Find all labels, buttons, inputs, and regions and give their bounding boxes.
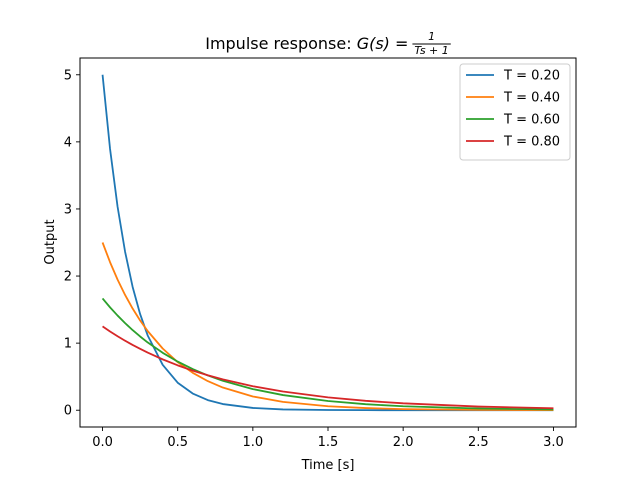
legend-label-2: T = 0.60 [503,113,560,128]
x-tick-label: 1.0 [243,435,264,450]
chart-title-denominator: Ts + 1 [414,44,448,57]
y-ticks: 0 1 2 3 4 5 [64,68,80,419]
x-axis-label: Time [s] [301,458,355,473]
chart-title-numerator: 1 [428,30,435,43]
series-line-2 [101,297,554,411]
series-line-3 [102,325,554,410]
y-tick-label: 4 [64,135,72,150]
y-axis-label: Output [43,219,58,264]
x-tick-label: 2.5 [468,435,489,450]
chart-title: Impulse response: G(s) = [205,34,408,53]
y-tick-label: 5 [64,68,72,83]
legend-label-0: T = 0.20 [503,69,560,84]
x-ticks: 0.0 0.5 1.0 1.5 2.0 2.5 3.0 [92,427,564,450]
series-line-0 [101,74,554,412]
x-tick-label: 1.5 [318,435,339,450]
chart-title-fraction: 1 Ts + 1 [412,30,451,57]
legend-label-3: T = 0.80 [503,135,560,150]
y-tick-label: 2 [64,270,72,285]
chart-title-lhs: G(s) = [357,34,409,53]
x-tick-label: 0.0 [92,435,113,450]
y-tick-label: 1 [64,337,72,352]
x-tick-label: 3.0 [543,435,564,450]
x-tick-label: 2.0 [393,435,414,450]
plot-lines [101,74,554,412]
y-tick-label: 0 [64,404,72,419]
chart-title-prefix: Impulse response: [205,34,356,53]
legend-box [459,63,571,161]
x-tick-label: 0.5 [167,435,188,450]
legend: T = 0.20 T = 0.40 T = 0.60 T = 0.80 [459,63,571,161]
series-line-1 [101,242,554,412]
y-tick-label: 3 [64,202,72,217]
legend-label-1: T = 0.40 [503,91,560,106]
